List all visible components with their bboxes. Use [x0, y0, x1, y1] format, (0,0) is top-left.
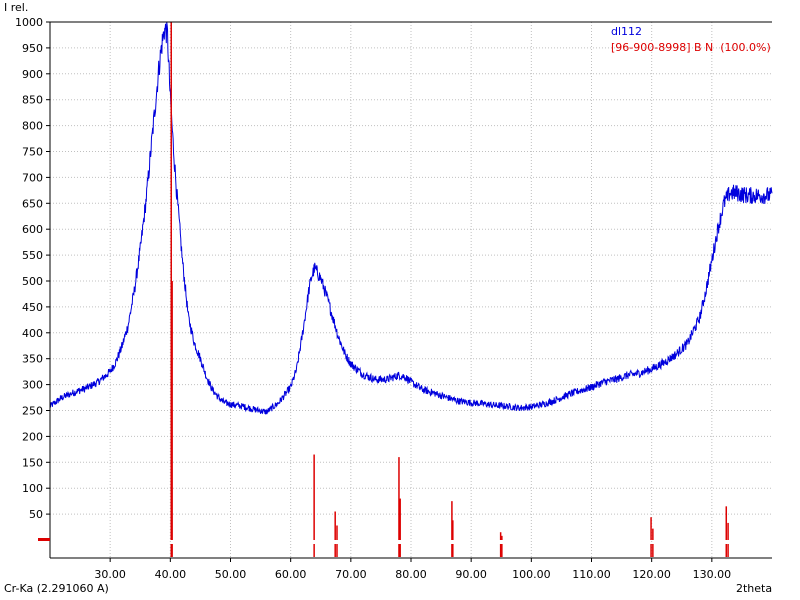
y-tick-label: 1000: [15, 16, 43, 29]
x-tick-label: 70.00: [335, 568, 367, 581]
x-tick-label: 60.00: [275, 568, 307, 581]
y-tick-label: 100: [22, 482, 43, 495]
zero-marker: [38, 538, 50, 541]
y-tick-label: 350: [22, 353, 43, 366]
y-tick-label: 400: [22, 327, 43, 340]
y-tick-label: 300: [22, 379, 43, 392]
y-tick-label: 650: [22, 197, 43, 210]
y-tick-label: 700: [22, 171, 43, 184]
legend-reference-name: [96-900-8998] B N (100.0%): [611, 41, 771, 54]
legend-pattern-name: dl112: [611, 25, 642, 38]
x-tick-label: 50.00: [215, 568, 247, 581]
y-tick-label: 200: [22, 430, 43, 443]
y-tick-label: 800: [22, 120, 43, 133]
reference-sticks: [170, 22, 729, 540]
reference-markers: [170, 544, 729, 557]
radiation-label: Cr-Ka (2.291060 A): [4, 582, 109, 595]
x-tick-label: 30.00: [94, 568, 126, 581]
y-tick-label: 550: [22, 249, 43, 262]
x-tick-label: 90.00: [455, 568, 487, 581]
x-tick-label: 130.00: [693, 568, 732, 581]
x-tick-label: 110.00: [572, 568, 611, 581]
y-tick-label: 900: [22, 68, 43, 81]
axis-ticks: [46, 21, 713, 562]
x-tick-label: 80.00: [395, 568, 427, 581]
y-tick-labels: 50 100 150 200 250 300 350 400 450 500 550 600 650 70…: [15, 16, 43, 521]
x-tick-label: 100.00: [512, 568, 551, 581]
x-tick-labels: 30.00 40.00 50.00 60.00 70.00 80.00 90.00 100.0…: [94, 568, 731, 581]
y-tick-label: 600: [22, 223, 43, 236]
y-tick-label: 850: [22, 94, 43, 107]
pattern-line-dl112: [49, 21, 773, 415]
measured-pattern: [49, 21, 773, 415]
y-tick-label: 750: [22, 146, 43, 159]
x-tick-label: 120.00: [632, 568, 671, 581]
y-tick-label: 250: [22, 405, 43, 418]
x-tick-label: 40.00: [155, 568, 187, 581]
y-axis-label: I rel.: [4, 1, 28, 14]
y-tick-label: 450: [22, 301, 43, 314]
y-tick-label: 50: [29, 508, 43, 521]
y-tick-label: 500: [22, 275, 43, 288]
y-tick-label: 950: [22, 42, 43, 55]
y-tick-label: 150: [22, 456, 43, 469]
x-axis-label: 2theta: [736, 582, 772, 595]
